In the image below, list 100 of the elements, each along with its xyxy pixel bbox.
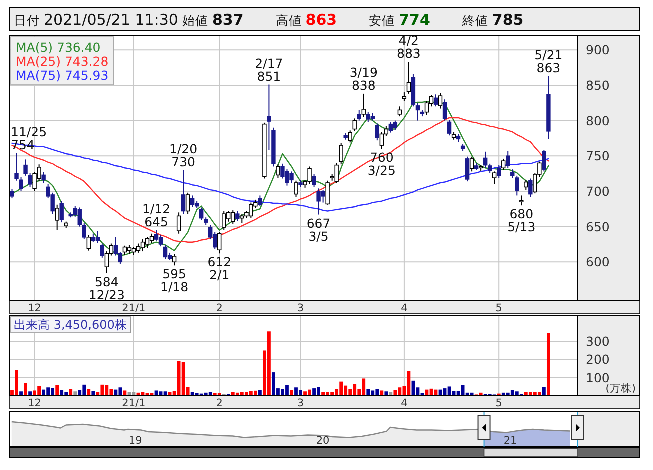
candlestick [434, 94, 438, 108]
annotation: 1/20 730 [170, 141, 198, 170]
x-tick-label: 12 [28, 302, 42, 314]
candlestick [447, 120, 452, 136]
y-tick-label: 750 [586, 148, 610, 164]
candlestick [362, 93, 366, 118]
candlestick [483, 151, 488, 169]
x-tick-label: 12 [28, 398, 42, 410]
bar [56, 385, 60, 396]
annotation: 680 5/13 [508, 206, 536, 235]
candlestick [388, 122, 394, 134]
x-tick-label: 20 [316, 435, 330, 447]
bar [24, 383, 28, 396]
annotation: 1/12 645 [142, 201, 171, 230]
candlestick [352, 118, 357, 132]
bar [254, 390, 258, 396]
candlestick [258, 195, 262, 207]
candlestick [470, 156, 474, 172]
y-tick-label: 800 [586, 113, 610, 128]
candlestick [267, 84, 272, 151]
candlestick [82, 222, 86, 240]
text: 785 [492, 11, 524, 29]
text: 日付 [14, 13, 40, 28]
bar [20, 392, 23, 396]
y-tick-label: 300 [586, 334, 610, 349]
candlestick [176, 212, 182, 234]
text: MA(25) 743.28 [16, 54, 109, 69]
candlestick [497, 164, 502, 179]
candlestick [380, 132, 384, 150]
candlestick [326, 180, 330, 206]
candlestick [60, 200, 64, 224]
bar [87, 389, 91, 396]
candlestick [528, 178, 533, 198]
candlestick [78, 207, 82, 228]
x-tick-label: 4 [401, 398, 408, 410]
candlestick [339, 142, 344, 166]
candlestick [190, 195, 195, 208]
x-tick-label: 21/1 [122, 302, 146, 314]
candlestick [181, 170, 186, 215]
candlestick [96, 230, 100, 244]
candlestick [406, 62, 412, 94]
candlestick [186, 192, 190, 215]
y-tick-label: 200 [586, 352, 610, 368]
candlestick [488, 163, 492, 174]
candlestick [140, 239, 146, 252]
candlestick [312, 174, 316, 188]
candlestick [145, 236, 150, 248]
candlestick [424, 100, 430, 116]
candlestick [375, 123, 380, 142]
candlestick [222, 210, 226, 231]
annotation: 667 3/5 [306, 216, 331, 244]
candlestick [136, 243, 141, 254]
text: 863 [306, 11, 338, 29]
candlestick [398, 106, 402, 118]
bar [60, 390, 64, 396]
text: 837 [212, 11, 244, 29]
candlestick [542, 150, 546, 172]
y-tick-label: 900 [586, 42, 610, 58]
y-tick-label: 600 [586, 254, 610, 270]
text: 高値 [276, 13, 302, 28]
candlestick [294, 180, 298, 198]
bar [290, 390, 294, 396]
candlestick [127, 244, 132, 255]
candlestick [163, 244, 168, 260]
candlestick [502, 158, 506, 171]
y-tick-label: 650 [586, 219, 610, 234]
bar [366, 389, 370, 396]
x-tick-label: 19 [128, 435, 142, 447]
annotation: 612 2/1 [208, 254, 232, 283]
y-tick-label: 700 [586, 184, 610, 199]
text: 774 [399, 11, 430, 29]
bar [114, 390, 118, 396]
candlestick [150, 233, 154, 244]
x-tick-label: 2 [216, 302, 223, 314]
bar [28, 392, 32, 396]
candlestick [100, 243, 105, 258]
candlestick [393, 120, 398, 130]
x-tick-label: 3 [297, 398, 304, 410]
bar [42, 390, 46, 396]
candlestick [515, 175, 520, 196]
annotation: 2/17 851 [255, 56, 284, 84]
candlestick [199, 207, 204, 221]
candlestick [524, 180, 528, 191]
candlestick [154, 230, 159, 242]
bar [74, 392, 78, 396]
bar [384, 392, 388, 396]
bar [69, 389, 73, 396]
candlestick [416, 102, 420, 122]
candlestick [218, 232, 222, 254]
candlestick [438, 92, 443, 110]
bar [389, 392, 393, 396]
annotation: 584 12/23 [88, 274, 125, 302]
candlestick [348, 130, 352, 144]
candlestick [172, 254, 177, 266]
annotation: 595 1/18 [160, 266, 189, 295]
candlestick [465, 156, 470, 182]
bar [394, 390, 398, 396]
x-tick-label: 5 [496, 302, 502, 314]
candlestick [357, 110, 362, 122]
text: 安値 [369, 13, 396, 28]
